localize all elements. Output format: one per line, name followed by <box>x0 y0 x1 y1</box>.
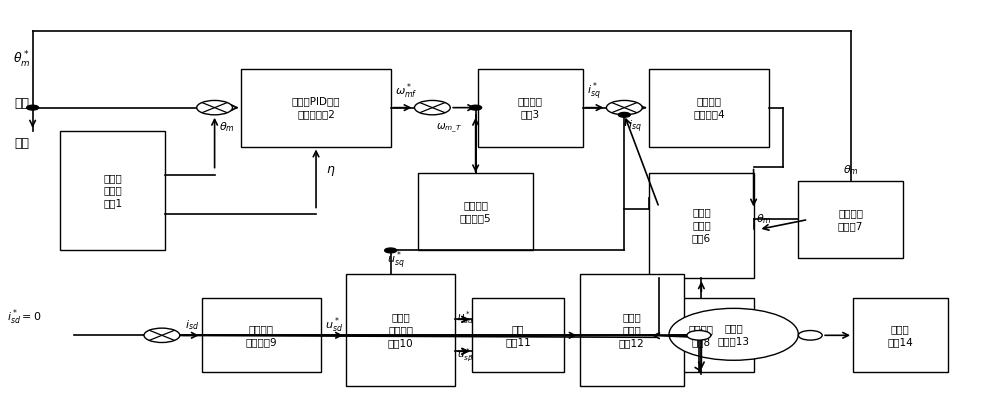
FancyBboxPatch shape <box>418 173 533 250</box>
FancyBboxPatch shape <box>241 69 391 147</box>
Circle shape <box>798 330 822 340</box>
Circle shape <box>470 105 482 110</box>
FancyBboxPatch shape <box>649 298 754 372</box>
Text: $i_{sd}^*=0$: $i_{sd}^*=0$ <box>7 307 41 327</box>
FancyBboxPatch shape <box>649 173 754 278</box>
Text: 旋转坐
标变换
单元6: 旋转坐 标变换 单元6 <box>692 208 711 243</box>
Text: 工作模
式识别
单元1: 工作模 式识别 单元1 <box>103 173 122 208</box>
Text: 光电编码
器单元7: 光电编码 器单元7 <box>838 208 863 231</box>
Circle shape <box>669 308 798 360</box>
Text: 指令: 指令 <box>15 137 30 150</box>
Circle shape <box>414 100 450 115</box>
Text: 位置: 位置 <box>15 97 30 110</box>
Text: 速度检测
计算单元5: 速度检测 计算单元5 <box>460 200 491 223</box>
FancyBboxPatch shape <box>202 298 321 372</box>
Circle shape <box>144 328 180 343</box>
Text: $\theta_m$: $\theta_m$ <box>756 213 771 226</box>
Text: 永磁同
步电机13: 永磁同 步电机13 <box>718 323 750 346</box>
Text: $\omega_{m\_T}$: $\omega_{m\_T}$ <box>436 122 463 135</box>
Text: 电流采样
单元8: 电流采样 单元8 <box>689 324 714 347</box>
Circle shape <box>606 100 642 115</box>
Text: $\theta_m$: $\theta_m$ <box>843 164 858 177</box>
FancyBboxPatch shape <box>478 69 583 147</box>
FancyBboxPatch shape <box>346 275 455 386</box>
Text: $\theta_m^*$: $\theta_m^*$ <box>13 50 30 70</box>
Text: 力矩电流
校正单元4: 力矩电流 校正单元4 <box>693 96 725 119</box>
Text: $i_{sd}$: $i_{sd}$ <box>185 318 199 332</box>
Text: 轴系及
负载14: 轴系及 负载14 <box>887 324 913 347</box>
Text: 调制
模块11: 调制 模块11 <box>505 324 531 347</box>
FancyBboxPatch shape <box>580 275 684 386</box>
Circle shape <box>687 330 711 340</box>
FancyBboxPatch shape <box>472 298 564 372</box>
Text: $\eta$: $\eta$ <box>326 164 335 177</box>
Circle shape <box>27 105 39 110</box>
Text: 全桥逆
变驱动
模块12: 全桥逆 变驱动 模块12 <box>619 313 645 348</box>
Text: $\omega_{mf}^*$: $\omega_{mf}^*$ <box>395 82 417 102</box>
Text: $u_{sq}^*$: $u_{sq}^*$ <box>387 249 404 271</box>
Text: 速度校正
单元3: 速度校正 单元3 <box>518 96 543 119</box>
Circle shape <box>385 248 397 253</box>
Text: 变参数PID位置
调节器单元2: 变参数PID位置 调节器单元2 <box>292 96 340 119</box>
Text: 旋转坐
标反变换
模块10: 旋转坐 标反变换 模块10 <box>388 313 413 348</box>
Circle shape <box>618 113 630 117</box>
Text: $u_{sd}^*$: $u_{sd}^*$ <box>325 315 343 335</box>
Text: $u_{s\alpha}^*$: $u_{s\alpha}^*$ <box>457 309 474 326</box>
Text: 励磁电流
校正单元9: 励磁电流 校正单元9 <box>246 324 277 347</box>
FancyBboxPatch shape <box>649 69 769 147</box>
Text: $i_{sq}$: $i_{sq}$ <box>628 119 642 135</box>
FancyBboxPatch shape <box>853 298 948 372</box>
Text: $u_{s\beta}^*$: $u_{s\beta}^*$ <box>457 347 474 364</box>
Text: $\theta_m$: $\theta_m$ <box>219 120 234 134</box>
FancyBboxPatch shape <box>798 181 903 258</box>
Circle shape <box>197 100 232 115</box>
FancyBboxPatch shape <box>60 130 165 250</box>
Text: $i_{sq}^*$: $i_{sq}^*$ <box>587 81 600 103</box>
